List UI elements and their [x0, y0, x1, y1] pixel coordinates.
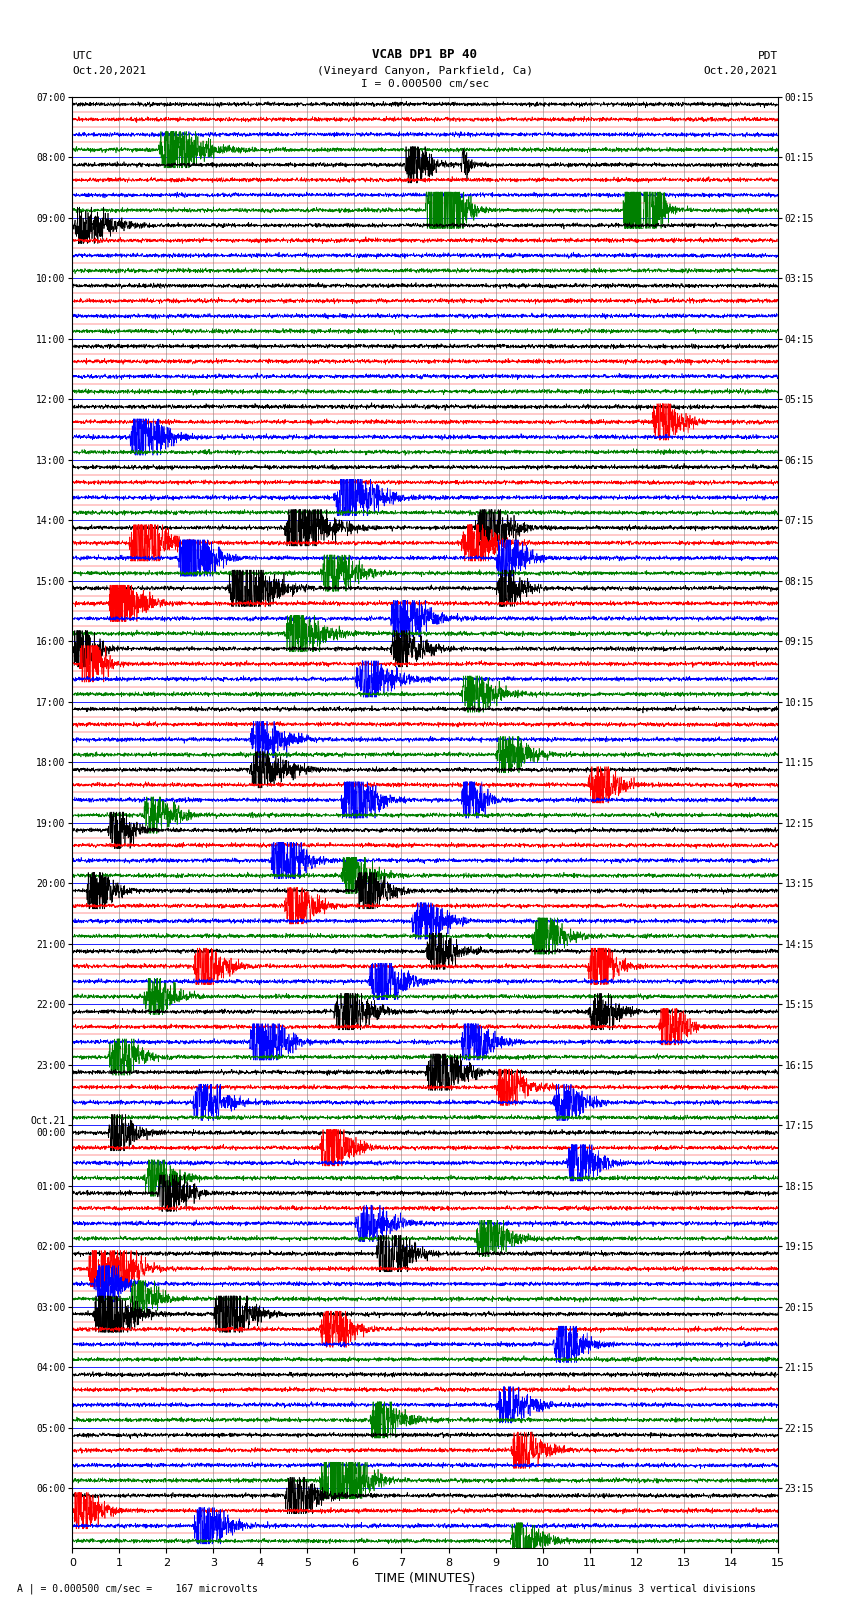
Text: Traces clipped at plus/minus 3 vertical divisions: Traces clipped at plus/minus 3 vertical … [468, 1584, 756, 1594]
Text: Oct.20,2021: Oct.20,2021 [704, 66, 778, 76]
X-axis label: TIME (MINUTES): TIME (MINUTES) [375, 1573, 475, 1586]
Text: (Vineyard Canyon, Parkfield, Ca): (Vineyard Canyon, Parkfield, Ca) [317, 66, 533, 76]
Text: Oct.20,2021: Oct.20,2021 [72, 66, 146, 76]
Text: PDT: PDT [757, 52, 778, 61]
Text: I = 0.000500 cm/sec: I = 0.000500 cm/sec [361, 79, 489, 89]
Text: VCAB DP1 BP 40: VCAB DP1 BP 40 [372, 48, 478, 61]
Text: UTC: UTC [72, 52, 93, 61]
Text: A | = 0.000500 cm/sec =    167 microvolts: A | = 0.000500 cm/sec = 167 microvolts [17, 1582, 258, 1594]
